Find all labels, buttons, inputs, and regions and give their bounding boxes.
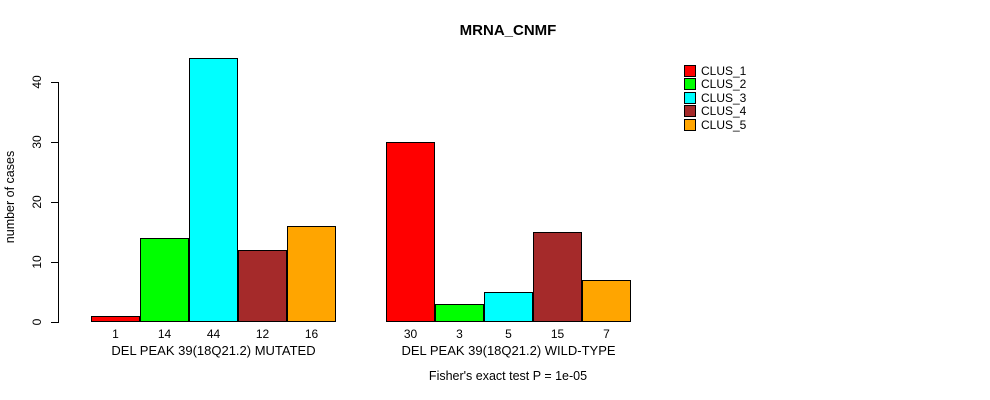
bar-value-label: 16 [304,327,319,341]
legend-swatch [684,105,696,118]
bar-value-label: 30 [403,327,418,341]
legend-item: CLUS_1 [684,64,746,78]
bar-value-label: 5 [505,327,512,341]
y-tick-mark [51,262,58,263]
bar-clus_4-group2 [533,232,582,322]
bar-value-label: 15 [550,327,565,341]
legend-item: CLUS_3 [684,91,746,105]
fisher-test-annotation: Fisher's exact test P = 1e-05 [428,369,588,383]
legend-label: CLUS_4 [701,104,747,119]
bar-value-label: 14 [157,327,172,341]
bar-clus_5-group1 [287,226,336,322]
bar-value-label: 7 [603,327,610,341]
legend-label: CLUS_1 [701,63,747,78]
y-tick-label: 30 [30,135,44,149]
y-tick-label: 0 [30,318,44,326]
legend-swatch [684,64,696,77]
legend-swatch [684,91,696,104]
bar-value-label: 12 [255,327,270,341]
y-tick-mark [51,142,58,143]
legend-item: CLUS_4 [684,105,746,119]
chart-title: MRNA_CNMF [459,22,557,39]
legend-label: CLUS_2 [701,77,747,92]
legend-label: CLUS_3 [701,90,747,105]
y-tick-label: 40 [30,75,44,89]
y-tick-mark [51,322,58,323]
y-axis-line [58,82,59,323]
legend-item: CLUS_2 [684,78,746,92]
legend-item: CLUS_5 [684,118,746,132]
bar-clus_3-group2 [484,292,533,322]
group-label-1: DEL PEAK 39(18Q21.2) MUTATED [111,343,316,358]
bar-value-label: 1 [112,327,119,341]
bar-clus_1-group1 [91,316,140,322]
y-tick-mark [51,82,58,83]
legend-label: CLUS_5 [701,117,747,132]
y-tick-label: 10 [30,255,44,269]
bar-value-label: 3 [456,327,463,341]
bar-clus_4-group1 [238,250,287,322]
legend-swatch [684,118,696,131]
bar-clus_1-group2 [386,142,435,322]
bar-clus_3-group1 [189,58,238,322]
bar-value-label: 44 [206,327,221,341]
legend-swatch [684,78,696,91]
bar-clus_2-group2 [435,304,484,322]
group-label-2: DEL PEAK 39(18Q21.2) WILD-TYPE [401,343,616,358]
legend: CLUS_1 CLUS_2 CLUS_3 CLUS_4 CLUS_5 [684,64,746,132]
y-tick-mark [51,202,58,203]
y-tick-label: 20 [30,195,44,209]
bar-clus_5-group2 [582,280,631,322]
y-axis-label: number of cases [3,150,17,244]
bar-clus_2-group1 [140,238,189,322]
